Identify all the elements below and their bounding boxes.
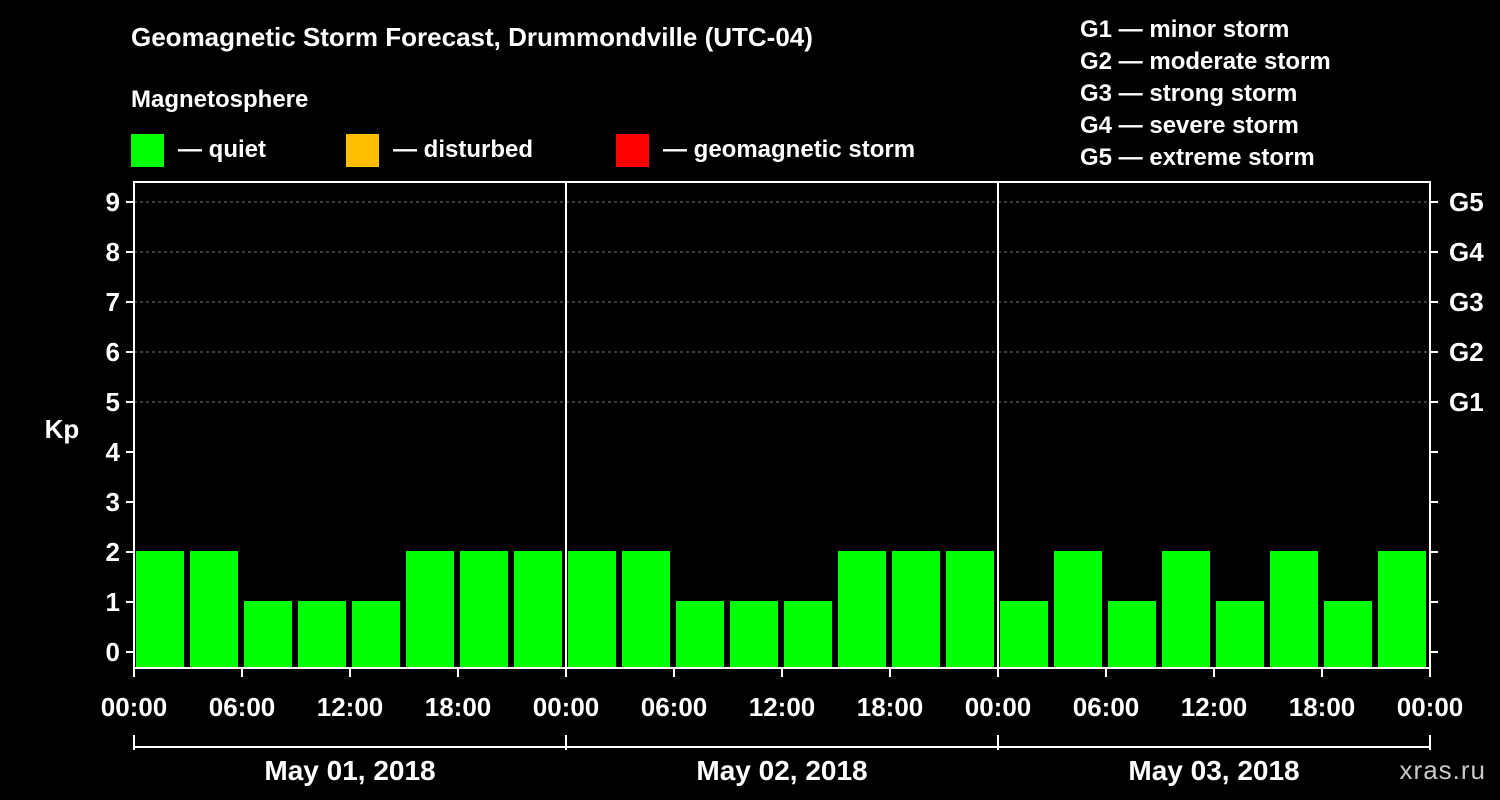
kp-bar (676, 601, 724, 668)
plot-frame (133, 181, 1431, 669)
kp-bar (298, 601, 346, 668)
x-tick-label: 18:00 (857, 692, 924, 722)
x-tick-label: 00:00 (101, 692, 168, 722)
kp-bar (514, 551, 562, 668)
kp-bar (1054, 551, 1102, 668)
g-tick-label: G5 (1449, 187, 1484, 217)
legend-item-quiet: — quiet (131, 133, 266, 167)
day-label: May 03, 2018 (1128, 755, 1299, 786)
chart-title: Geomagnetic Storm Forecast, Drummondvill… (131, 22, 813, 52)
y-tick-label: 4 (106, 437, 121, 467)
y-tick-label: 5 (106, 387, 120, 417)
section-label: Magnetosphere (131, 86, 309, 113)
kp-bar (568, 551, 616, 668)
legend-label-disturbed: — disturbed (393, 136, 534, 163)
kp-bar (622, 551, 670, 668)
kp-bar (946, 551, 994, 668)
y-tick-label: 1 (106, 587, 120, 617)
g-scale-item: G5 — extreme storm (1080, 144, 1315, 171)
disturbed-swatch (346, 133, 379, 167)
kp-bar (406, 551, 454, 668)
y-tick-label: 0 (106, 637, 120, 667)
legend-label-storm: — geomagnetic storm (663, 136, 916, 163)
x-tick-label: 12:00 (317, 692, 384, 722)
x-tick-label: 00:00 (533, 692, 600, 722)
g-scale-item: G4 — severe storm (1080, 112, 1299, 139)
quiet-swatch (131, 133, 164, 167)
x-tick-label: 12:00 (1181, 692, 1248, 722)
g-scale-item: G1 — minor storm (1080, 16, 1290, 43)
kp-bar (190, 551, 238, 668)
kp-bar (1270, 551, 1318, 668)
kp-bar (352, 601, 400, 668)
x-tick-label: 06:00 (641, 692, 708, 722)
legend-item-storm: — geomagnetic storm (616, 133, 915, 167)
kp-bar (1216, 601, 1264, 668)
x-tick-label: 00:00 (1397, 692, 1464, 722)
x-tick-label: 06:00 (1073, 692, 1140, 722)
kp-bar (730, 601, 778, 668)
g-tick-label: G4 (1449, 237, 1484, 267)
kp-bar (1378, 551, 1426, 668)
x-tick-label: 00:00 (965, 692, 1032, 722)
y-tick-label: 6 (106, 337, 120, 367)
g-scale-item: G3 — strong storm (1080, 80, 1298, 107)
legend-item-disturbed: — disturbed (346, 133, 533, 167)
kp-bar (460, 551, 508, 668)
x-tick-label: 12:00 (749, 692, 816, 722)
kp-bar (136, 551, 184, 668)
kp-bar (838, 551, 886, 668)
x-tick-label: 18:00 (1289, 692, 1356, 722)
y-tick-label: 3 (106, 487, 120, 517)
kp-bar (1108, 601, 1156, 668)
kp-bar (1162, 551, 1210, 668)
watermark: xras.ru (1399, 755, 1486, 785)
g-tick-label: G3 (1449, 287, 1484, 317)
g-tick-label: G2 (1449, 337, 1484, 367)
kp-bar (1324, 601, 1372, 668)
day-label: May 02, 2018 (696, 755, 867, 786)
x-tick-label: 18:00 (425, 692, 492, 722)
kp-bar (892, 551, 940, 668)
y-axis-label: Kp (45, 414, 80, 444)
kp-bar (244, 601, 292, 668)
y-tick-label: 9 (106, 187, 120, 217)
y-tick-label: 2 (106, 537, 120, 567)
g-scale-legend: G1 — minor storm G2 — moderate storm G3 … (1080, 14, 1331, 174)
day-label: May 01, 2018 (264, 755, 435, 786)
y-tick-label: 7 (106, 287, 120, 317)
legend-label-quiet: — quiet (178, 136, 266, 163)
storm-swatch (616, 133, 649, 167)
x-tick-label: 06:00 (209, 692, 276, 722)
kp-bar (784, 601, 832, 668)
g-tick-label: G1 (1449, 387, 1484, 417)
y-tick-label: 8 (106, 237, 120, 267)
g-scale-item: G2 — moderate storm (1080, 48, 1331, 75)
kp-bar (1000, 601, 1048, 668)
